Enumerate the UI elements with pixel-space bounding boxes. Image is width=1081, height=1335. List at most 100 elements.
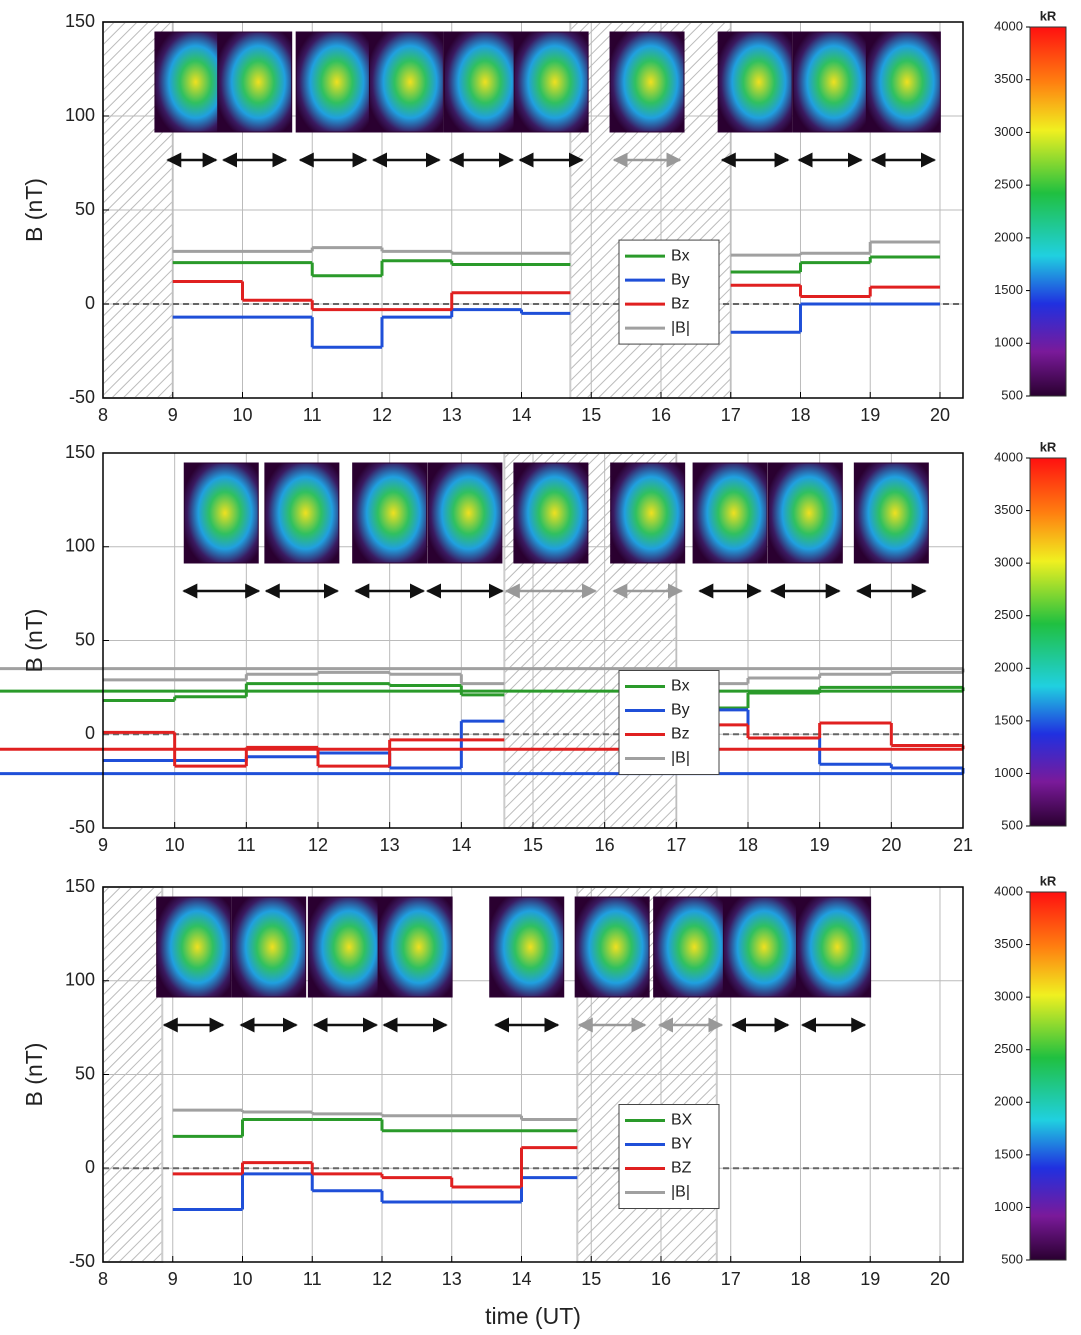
auroral-image bbox=[217, 31, 293, 133]
legend-label: |B| bbox=[671, 750, 690, 767]
x-tick-label: 18 bbox=[790, 405, 810, 425]
auroral-image bbox=[717, 31, 793, 133]
auroral-image bbox=[156, 896, 232, 998]
colorbar-tick-label: 4000 bbox=[994, 883, 1023, 898]
legend-label: |B| bbox=[671, 1184, 690, 1201]
x-tick-label: 14 bbox=[511, 1269, 531, 1289]
colorbar-label: kR bbox=[1040, 873, 1057, 888]
auroral-image bbox=[865, 31, 941, 133]
auroral-image bbox=[352, 462, 428, 564]
x-tick-label: 17 bbox=[721, 405, 741, 425]
legend-label: BX bbox=[671, 1112, 693, 1129]
y-tick-label: 50 bbox=[75, 199, 95, 219]
x-tick-label: 9 bbox=[98, 835, 108, 855]
y-tick-label: 0 bbox=[85, 1157, 95, 1177]
colorbar-tick-label: 1500 bbox=[994, 712, 1023, 727]
x-tick-label: 16 bbox=[651, 1269, 671, 1289]
y-tick-label: 100 bbox=[65, 536, 95, 556]
x-tick-label: 20 bbox=[930, 1269, 950, 1289]
auroral-image bbox=[610, 462, 686, 564]
auroral-image bbox=[154, 31, 230, 133]
x-tick-label: 16 bbox=[595, 835, 615, 855]
legend: BX BY BZ |B| bbox=[618, 1104, 720, 1209]
x-tick-label: 17 bbox=[721, 1269, 741, 1289]
colorbar bbox=[1029, 457, 1067, 827]
colorbar-tick-label: 1500 bbox=[994, 1146, 1023, 1161]
plot-frame bbox=[102, 452, 964, 829]
colorbar-tick-label: 3500 bbox=[994, 936, 1023, 951]
y-tick-label: -50 bbox=[69, 387, 95, 407]
y-tick-label: -50 bbox=[69, 817, 95, 837]
auroral-image bbox=[183, 462, 259, 564]
auroral-image bbox=[722, 896, 798, 998]
colorbar-label: kR bbox=[1040, 439, 1057, 454]
auroral-image bbox=[767, 462, 843, 564]
auroral-image bbox=[231, 896, 307, 998]
auroral-image bbox=[792, 31, 868, 133]
colorbar-tick-label: 1500 bbox=[994, 282, 1023, 297]
auroral-image bbox=[489, 896, 565, 998]
x-tick-label: 20 bbox=[881, 835, 901, 855]
x-tick-label: 13 bbox=[442, 405, 462, 425]
auroral-image bbox=[609, 31, 685, 133]
x-tick-label: 12 bbox=[308, 835, 328, 855]
colorbar-tick-label: 2500 bbox=[994, 177, 1023, 192]
y-axis-label: B (nT) bbox=[21, 178, 47, 242]
y-axis-label: B (nT) bbox=[21, 609, 47, 673]
legend: Bx By Bz |B| bbox=[618, 239, 720, 345]
legend-label: Bz bbox=[671, 726, 690, 743]
x-tick-label: 15 bbox=[581, 1269, 601, 1289]
x-tick-label: 8 bbox=[98, 1269, 108, 1289]
colorbar-tick-label: 2000 bbox=[994, 660, 1023, 675]
x-tick-label: 18 bbox=[738, 835, 758, 855]
x-tick-label: 20 bbox=[930, 405, 950, 425]
colorbar bbox=[1029, 891, 1067, 1261]
auroral-image bbox=[513, 462, 589, 564]
y-tick-label: 50 bbox=[75, 1063, 95, 1083]
colorbar-tick-label: 2500 bbox=[994, 1041, 1023, 1056]
auroral-image bbox=[574, 896, 650, 998]
x-tick-label: 14 bbox=[451, 835, 471, 855]
x-tick-label: 15 bbox=[581, 405, 601, 425]
x-tick-label: 13 bbox=[442, 1269, 462, 1289]
auroral-image bbox=[427, 462, 503, 564]
colorbar-tick-label: 3000 bbox=[994, 124, 1023, 139]
x-tick-label: 15 bbox=[523, 835, 543, 855]
y-tick-label: 100 bbox=[65, 105, 95, 125]
colorbar-tick-label: 500 bbox=[1001, 1251, 1023, 1266]
colorbar bbox=[1029, 26, 1067, 397]
legend-label: By bbox=[671, 702, 690, 719]
auroral-image bbox=[853, 462, 929, 564]
auroral-image bbox=[368, 31, 444, 133]
legend-label: Bx bbox=[671, 678, 690, 695]
x-tick-label: 16 bbox=[651, 405, 671, 425]
y-tick-label: 150 bbox=[65, 11, 95, 31]
x-axis-label: time (UT) bbox=[485, 1303, 581, 1329]
x-tick-label: 9 bbox=[168, 1269, 178, 1289]
x-tick-label: 12 bbox=[372, 405, 392, 425]
x-tick-label: 10 bbox=[165, 835, 185, 855]
x-tick-label: 19 bbox=[810, 835, 830, 855]
plot-frame bbox=[102, 21, 964, 399]
colorbar-tick-label: 1000 bbox=[994, 765, 1023, 780]
colorbar-tick-label: 2000 bbox=[994, 1094, 1023, 1109]
colorbar-tick-label: 3500 bbox=[994, 71, 1023, 86]
auroral-image bbox=[264, 462, 340, 564]
auroral-image bbox=[295, 31, 371, 133]
colorbar-tick-label: 1000 bbox=[994, 1199, 1023, 1214]
legend-label: By bbox=[671, 271, 690, 288]
y-tick-label: 100 bbox=[65, 970, 95, 990]
legend-label: BY bbox=[671, 1136, 693, 1153]
colorbar-tick-label: 4000 bbox=[994, 449, 1023, 464]
x-tick-label: 11 bbox=[303, 1269, 322, 1289]
x-tick-label: 18 bbox=[790, 1269, 810, 1289]
x-tick-label: 10 bbox=[232, 1269, 252, 1289]
x-tick-label: 21 bbox=[953, 835, 973, 855]
y-tick-label: -50 bbox=[69, 1251, 95, 1271]
colorbar-tick-label: 500 bbox=[1001, 817, 1023, 832]
y-tick-label: 0 bbox=[85, 293, 95, 313]
plot-frame bbox=[102, 886, 964, 1263]
legend-label: BZ bbox=[671, 1160, 692, 1177]
y-tick-label: 50 bbox=[75, 629, 95, 649]
colorbar-tick-label: 4000 bbox=[994, 18, 1023, 33]
